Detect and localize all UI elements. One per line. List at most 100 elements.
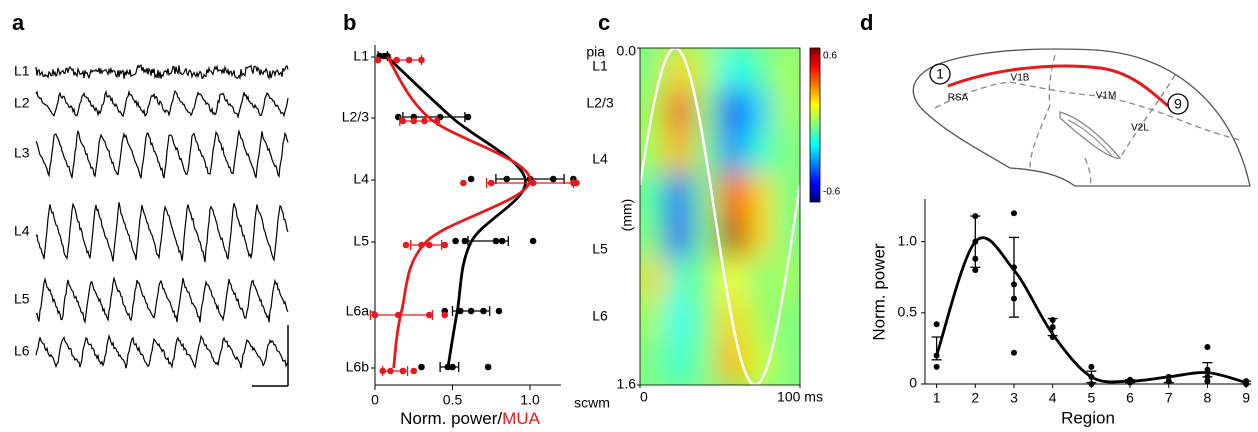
heatmap-cell — [692, 89, 721, 134]
trace-label: L1 — [14, 63, 30, 79]
hippocampus — [1067, 119, 1113, 157]
trace-label: L6 — [14, 343, 30, 359]
data-point — [495, 307, 503, 315]
area-border — [1048, 54, 1056, 106]
data-point — [1204, 378, 1211, 385]
x-tick-label: 6 — [1126, 390, 1134, 406]
data-point — [405, 56, 413, 64]
y-axis-label: (mm) — [619, 199, 635, 232]
x-tick-label: 0.5 — [443, 392, 463, 408]
area-label: V1B — [1011, 73, 1030, 84]
y-tick-label: L6a — [346, 303, 370, 319]
heatmap — [640, 48, 800, 385]
data-point — [464, 113, 472, 121]
panel-label: d — [860, 10, 873, 35]
colorbar-tick-label: 0.6 — [823, 51, 837, 62]
data-point — [1010, 349, 1017, 356]
heatmap-cell — [692, 48, 721, 92]
heatmap-cell — [640, 89, 668, 134]
data-point — [410, 117, 418, 125]
heatmap-cell — [745, 48, 775, 92]
data-point — [399, 117, 407, 125]
lfp-trace — [35, 128, 289, 179]
data-point — [371, 311, 379, 319]
x-tick-label: 7 — [1165, 390, 1173, 406]
heatmap-cell — [640, 215, 668, 260]
data-point — [1049, 316, 1056, 323]
data-point — [410, 367, 418, 375]
area-border — [1084, 157, 1092, 187]
heatmap-cell — [745, 89, 775, 134]
heatmap-cell — [772, 131, 800, 176]
trace-label: L4 — [14, 223, 30, 239]
heatmap-cell — [665, 173, 695, 218]
y-tick-label: 0.5 — [898, 304, 918, 320]
panel-label: c — [598, 10, 610, 35]
lfp-trace — [35, 89, 289, 119]
y-tick-label: L1 — [353, 48, 369, 64]
layer-label: L6 — [592, 308, 608, 324]
heatmap-cell — [665, 215, 695, 260]
panel-label: a — [12, 10, 25, 35]
heatmap-cell — [719, 48, 748, 92]
data-point — [1010, 281, 1017, 288]
endpoint-marker — [929, 63, 951, 85]
heatmap-cell — [719, 215, 748, 260]
fit-curve — [386, 56, 532, 369]
data-point — [460, 179, 467, 187]
data-point — [456, 307, 464, 315]
data-point — [394, 311, 402, 319]
x-tick-label: 8 — [1204, 390, 1212, 406]
area-border — [934, 81, 1011, 109]
lfp-trace — [35, 333, 289, 369]
x-tick-label: 3 — [1010, 390, 1018, 406]
data-point — [441, 311, 449, 319]
data-point — [425, 311, 433, 319]
heatmap-cell — [772, 341, 800, 385]
data-point — [1010, 295, 1017, 302]
data-point — [933, 352, 940, 359]
heatmap-cell — [745, 173, 775, 218]
trace-label: L2 — [14, 95, 30, 111]
data-point — [1088, 363, 1095, 370]
endpoint-label: 1 — [936, 66, 944, 82]
heatmap-cells — [640, 48, 800, 385]
x-axis-label: Norm. power/MUA — [400, 409, 540, 428]
data-point — [402, 241, 410, 249]
heatmap-cell — [719, 173, 748, 218]
data-point — [1204, 366, 1211, 373]
y-tick-label: 1.6 — [617, 376, 637, 392]
heatmap-cell — [745, 131, 775, 176]
x-axis-label-part: MUA — [502, 409, 540, 428]
endpoint-label: 9 — [1174, 96, 1182, 112]
data-point — [1010, 210, 1017, 217]
heatmap-frame — [639, 47, 801, 386]
y-tick-label: 1.0 — [898, 232, 918, 248]
x-tick-label: 2 — [971, 390, 979, 406]
data-point — [387, 367, 394, 375]
data-point — [933, 321, 940, 328]
data-point — [1165, 378, 1172, 385]
brain-diagram — [912, 48, 1251, 187]
data-point — [972, 213, 979, 220]
heatmap-cell — [665, 257, 695, 302]
fit-curve — [386, 55, 527, 369]
data-point — [573, 179, 580, 187]
trace-label: L3 — [14, 145, 30, 161]
data-point — [503, 175, 511, 183]
heatmap-cell — [665, 48, 695, 92]
data-point — [1088, 373, 1095, 380]
data-point — [418, 363, 425, 371]
heatmap-cell — [745, 341, 775, 385]
data-point — [1204, 344, 1211, 350]
layer-label: L4 — [592, 151, 608, 167]
colorbar-tick-label: -0.6 — [823, 187, 841, 198]
heatmap-cell — [640, 173, 668, 218]
data-point — [492, 237, 500, 245]
data-point — [441, 241, 449, 249]
data-point — [399, 367, 407, 375]
panel-label: b — [343, 10, 356, 35]
data-point — [480, 307, 487, 315]
trace-label: L5 — [14, 291, 30, 307]
layer-label: L1 — [592, 58, 608, 74]
